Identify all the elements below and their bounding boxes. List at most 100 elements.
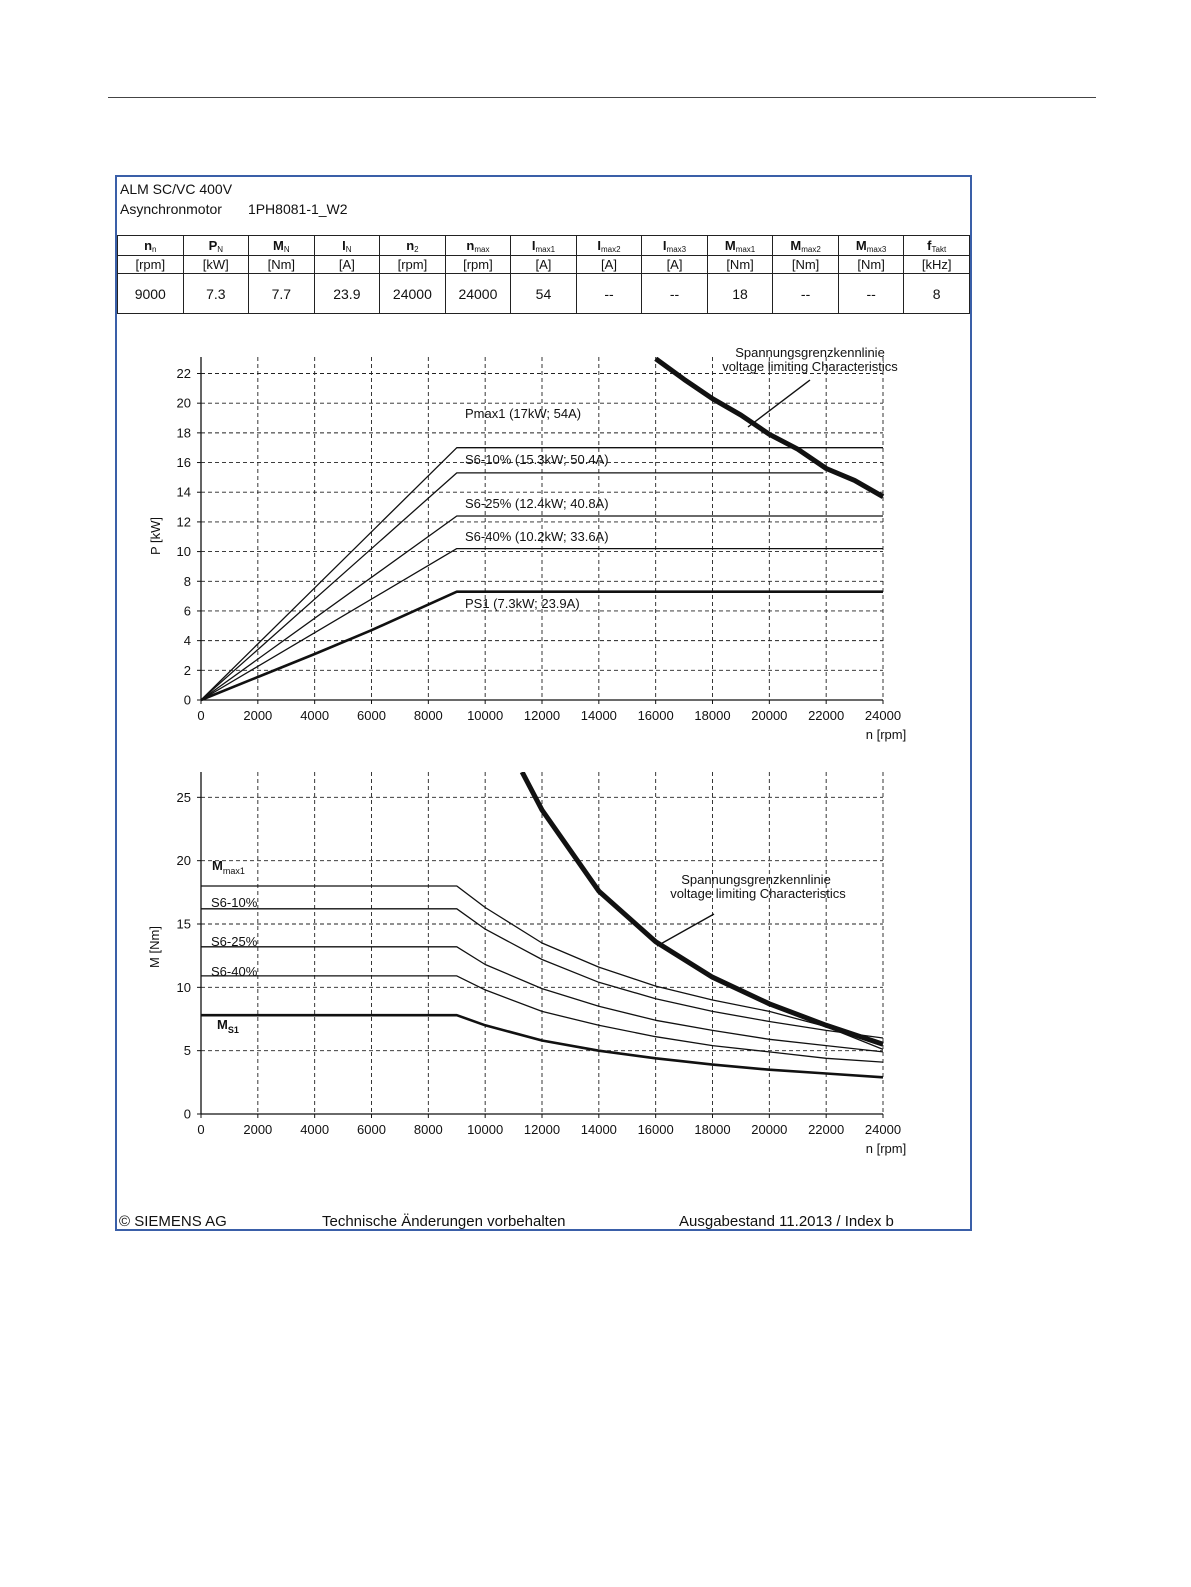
x-tick-label: 12000 xyxy=(524,708,560,723)
series-line xyxy=(200,547,883,701)
spec-symbol-cell: Mmax1 xyxy=(706,235,774,256)
page-top-rule xyxy=(108,97,1096,98)
x-tick-label: 0 xyxy=(197,708,204,723)
y-tick-label: 5 xyxy=(184,1043,191,1058)
y-tick-label: 10 xyxy=(177,980,191,995)
y-tick-label: 2 xyxy=(184,663,191,678)
y-tick-label: 0 xyxy=(184,1107,191,1122)
series-line xyxy=(201,975,884,1063)
spec-symbol: I xyxy=(662,237,667,253)
y-tick-label: 4 xyxy=(184,633,191,648)
torque-chart-series xyxy=(201,772,884,1079)
spec-value: 24000 xyxy=(444,273,512,314)
x-tick-label: 24000 xyxy=(865,1122,901,1137)
spec-unit: [A] xyxy=(641,255,708,274)
x-axis-title: n [rpm] xyxy=(866,1141,906,1156)
x-tick-label: 10000 xyxy=(467,708,503,723)
x-tick-label: 14000 xyxy=(581,1122,617,1137)
spec-symbol: M xyxy=(724,237,736,253)
y-tick-label: 15 xyxy=(177,917,191,932)
series-line xyxy=(201,908,884,1039)
x-tick-label: 20000 xyxy=(751,708,787,723)
curve-label-ms1-subscript: S1 xyxy=(228,1025,239,1035)
y-tick-label: 0 xyxy=(184,693,191,708)
x-tick-label: 24000 xyxy=(865,708,901,723)
curve-label-pmax1: Pmax1 (17kW; 54A) xyxy=(465,406,581,421)
spec-symbol-subscript: Takt xyxy=(931,244,947,254)
voltage-limit-annotation-en: voltage limiting Characteristics xyxy=(722,359,898,374)
spec-symbol: I xyxy=(342,237,346,253)
motor-type-label: Asynchronmotor xyxy=(120,201,222,217)
motor-model: 1PH8081-1_W2 xyxy=(247,201,348,217)
spec-unit: [Nm] xyxy=(706,255,774,274)
spec-symbol: n xyxy=(406,237,415,253)
x-tick-label: 2000 xyxy=(243,1122,272,1137)
x-axis-title: n [rpm] xyxy=(866,727,906,742)
x-tick-label: 8000 xyxy=(414,1122,443,1137)
footer-edition: Ausgabestand 11.2013 / Index b xyxy=(679,1213,894,1230)
spec-symbol-cell: nmax xyxy=(444,235,512,256)
supply-title: ALM SC/VC 400V xyxy=(120,181,233,197)
y-tick-label: 25 xyxy=(177,790,191,805)
curve-label-s6-25: S6-25% xyxy=(211,934,258,949)
curve-label-ps1: PS1 (7.3kW; 23.9A) xyxy=(465,596,580,611)
x-tick-label: 6000 xyxy=(357,708,386,723)
torque-chart: 0 2000 4000 6000 8000 10000 12000 14000 16000 180… xyxy=(147,772,906,1156)
y-tick-label: 6 xyxy=(184,603,191,618)
spec-value: 8 xyxy=(903,273,970,314)
x-tick-label: 8000 xyxy=(414,708,443,723)
curve-label-s6-10: S6-10% (15.3kW; 50.4A) xyxy=(465,452,609,467)
voltage-limit-leader-line xyxy=(656,913,715,947)
spec-unit: [rpm] xyxy=(444,255,512,274)
x-tick-label: 16000 xyxy=(638,708,674,723)
spec-unit-row: [rpm] [kW] [Nm] [A] [rpm] [rpm] [A] [A] [A] [Nm][… xyxy=(117,255,970,274)
x-tick-label: 2000 xyxy=(243,708,272,723)
spec-symbol-cell: Mmax2 xyxy=(772,235,839,256)
spec-symbol-subscript: max1 xyxy=(535,244,556,254)
curve-label-s6-10: S6-10% xyxy=(211,895,258,910)
curve-label-mmax1-subscript: max1 xyxy=(223,866,245,876)
spec-symbol: M xyxy=(273,237,284,253)
spec-symbol-subscript: N xyxy=(345,244,352,254)
datasheet-frame: ALM SC/VC 400V Asynchronmotor 1PH8081-1_W… xyxy=(115,175,972,1231)
series-line xyxy=(200,590,883,702)
power-chart-series xyxy=(200,357,885,702)
spec-symbol-subscript: max3 xyxy=(666,244,687,254)
spec-symbol-subscript: 2 xyxy=(414,244,419,254)
torque-chart-curve-labels: Mmax1S6-10%S6-25%S6-40%MS1Spannungsgrenz… xyxy=(211,858,846,1035)
series-line xyxy=(201,946,884,1053)
x-tick-label: 18000 xyxy=(694,708,730,723)
spec-symbol-subscript: max3 xyxy=(866,244,887,254)
y-tick-label: 20 xyxy=(177,853,191,868)
spec-unit: [Nm] xyxy=(772,255,839,274)
table-bottom-rule xyxy=(117,313,970,314)
spec-value: 24000 xyxy=(379,273,446,314)
curve-label-ms1: MS1 xyxy=(217,1017,239,1035)
spec-symbol: M xyxy=(790,237,802,253)
x-tick-label: 10000 xyxy=(467,1122,503,1137)
power-chart: 0 2000 4000 6000 8000 10000 12000 14000 16000 180… xyxy=(148,345,906,742)
voltage-limit-leader-line xyxy=(747,379,811,428)
y-tick-label: 16 xyxy=(177,455,191,470)
voltage-limit-annotation-de: Spannungsgrenzkennlinie xyxy=(681,872,831,887)
x-tick-label: 6000 xyxy=(357,1122,386,1137)
series-line xyxy=(200,472,824,701)
spec-symbol-subscript: n xyxy=(152,244,157,254)
x-tick-label: 0 xyxy=(197,1122,204,1137)
y-tick-label: 10 xyxy=(177,544,191,559)
spec-symbol-subscript: N xyxy=(283,244,290,254)
curve-label-s6-25: S6-25% (12.4kW; 40.8A) xyxy=(465,496,609,511)
x-tick-label: 20000 xyxy=(751,1122,787,1137)
y-tick-label: 18 xyxy=(177,425,191,440)
datasheet-header: ALM SC/VC 400V Asynchronmotor 1PH8081-1_W… xyxy=(120,179,348,219)
curve-label-s6-40: S6-40% xyxy=(211,964,258,979)
spec-value: 18 xyxy=(706,273,774,314)
series-line xyxy=(654,357,885,499)
spec-symbol: f xyxy=(927,237,932,253)
y-axis-title: M [Nm] xyxy=(147,926,162,968)
curve-label-s6-40: S6-40% (10.2kW; 33.6A) xyxy=(465,529,609,544)
x-tick-label: 18000 xyxy=(694,1122,730,1137)
spec-symbol-subscript: max xyxy=(474,244,490,254)
x-tick-label: 16000 xyxy=(638,1122,674,1137)
